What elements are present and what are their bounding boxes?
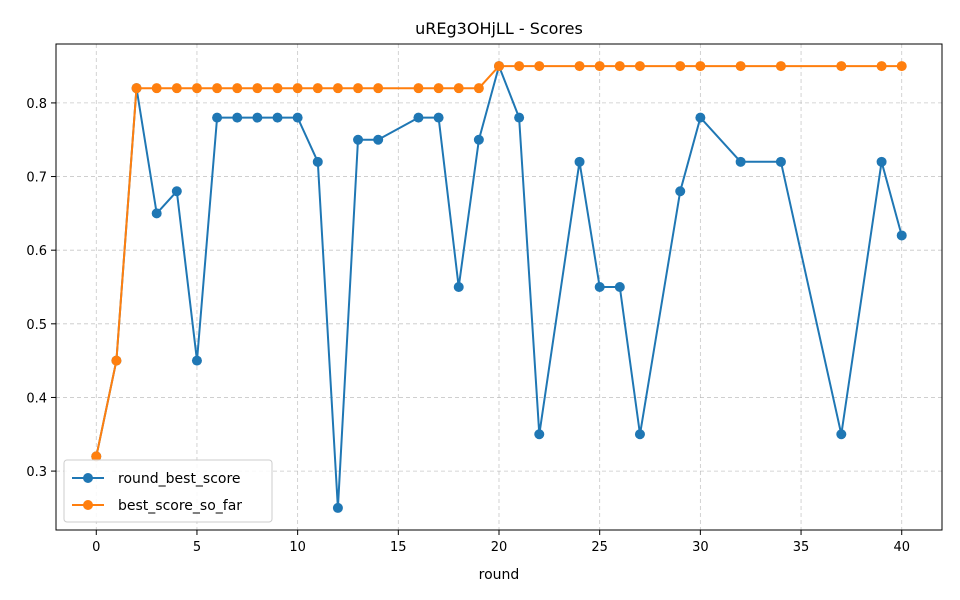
data-point-best-score-so-far [132,83,142,93]
data-point-best-score-so-far [232,83,242,93]
data-point-best-score-so-far [695,61,705,71]
x-tick-label: 25 [591,540,608,555]
data-point-round-best-score [152,208,162,218]
y-tick-label: 0.3 [26,465,47,480]
data-point-round-best-score [615,282,625,292]
legend-label-round-best-score: round_best_score [118,471,241,487]
data-point-best-score-so-far [434,83,444,93]
data-point-round-best-score [474,135,484,145]
x-tick-label: 0 [92,540,100,555]
legend: round_best_score best_score_so_far [64,460,272,522]
data-point-best-score-so-far [252,83,262,93]
data-point-best-score-so-far [877,61,887,71]
legend-label-best-score-so-far: best_score_so_far [118,498,242,514]
data-point-round-best-score [575,157,585,167]
data-point-best-score-so-far [474,83,484,93]
data-point-best-score-so-far [152,83,162,93]
data-point-round-best-score [413,113,423,123]
data-point-round-best-score [877,157,887,167]
data-point-best-score-so-far [575,61,585,71]
data-point-round-best-score [192,356,202,366]
data-point-best-score-so-far [615,61,625,71]
data-point-best-score-so-far [897,61,907,71]
data-point-round-best-score [313,157,323,167]
data-point-best-score-so-far [454,83,464,93]
data-point-best-score-so-far [514,61,524,71]
data-point-round-best-score [293,113,303,123]
data-point-round-best-score [252,113,262,123]
data-point-round-best-score [373,135,383,145]
data-point-round-best-score [232,113,242,123]
data-point-best-score-so-far [595,61,605,71]
x-tick-label: 30 [692,540,709,555]
data-point-best-score-so-far [212,83,222,93]
data-point-best-score-so-far [293,83,303,93]
legend-marker-best-score-so-far [83,500,93,510]
x-tick-label: 15 [390,540,407,555]
data-point-round-best-score [434,113,444,123]
data-point-best-score-so-far [413,83,423,93]
x-axis-label: round [479,567,520,583]
y-tick-label: 0.6 [26,244,47,259]
data-point-round-best-score [897,230,907,240]
x-tick-label: 10 [289,540,306,555]
data-point-round-best-score [454,282,464,292]
data-point-best-score-so-far [192,83,202,93]
data-point-round-best-score [212,113,222,123]
x-tick-label: 20 [491,540,508,555]
data-point-round-best-score [273,113,283,123]
data-point-best-score-so-far [635,61,645,71]
y-tick-label: 0.4 [26,391,47,406]
data-point-best-score-so-far [313,83,323,93]
data-point-best-score-so-far [333,83,343,93]
data-point-round-best-score [836,429,846,439]
y-tick-label: 0.8 [26,97,47,112]
data-point-best-score-so-far [776,61,786,71]
data-point-best-score-so-far [675,61,685,71]
data-point-round-best-score [353,135,363,145]
data-point-round-best-score [635,429,645,439]
data-point-round-best-score [595,282,605,292]
data-point-round-best-score [776,157,786,167]
data-point-best-score-so-far [373,83,383,93]
x-tick-label: 35 [793,540,810,555]
legend-marker-round-best-score [83,473,93,483]
data-point-best-score-so-far [534,61,544,71]
data-point-round-best-score [514,113,524,123]
data-point-best-score-so-far [736,61,746,71]
data-point-round-best-score [675,186,685,196]
data-point-round-best-score [695,113,705,123]
data-point-best-score-so-far [111,356,121,366]
data-point-round-best-score [534,429,544,439]
data-point-best-score-so-far [353,83,363,93]
data-point-round-best-score [172,186,182,196]
data-point-best-score-so-far [494,61,504,71]
data-point-round-best-score [333,503,343,513]
data-point-round-best-score [736,157,746,167]
x-tick-label: 40 [893,540,910,555]
y-tick-label: 0.5 [26,318,47,333]
data-point-best-score-so-far [273,83,283,93]
chart-title: uREg3OHjLL - Scores [415,19,583,38]
x-tick-label: 5 [193,540,201,555]
data-point-best-score-so-far [172,83,182,93]
y-tick-label: 0.7 [26,171,47,186]
data-point-best-score-so-far [836,61,846,71]
